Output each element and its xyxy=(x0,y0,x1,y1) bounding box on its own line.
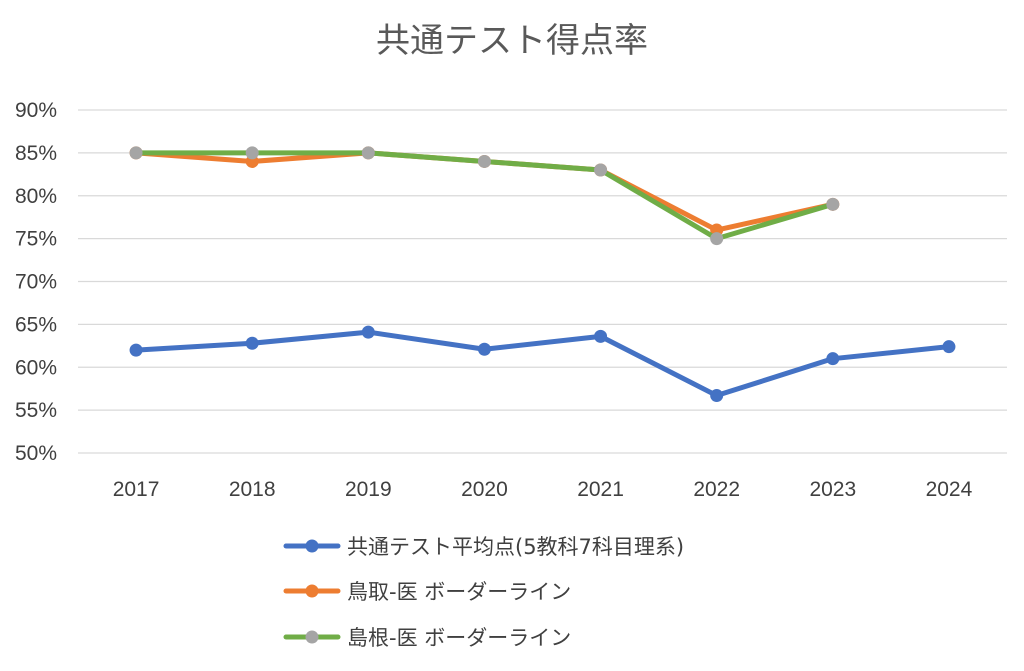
data-point xyxy=(826,352,840,366)
data-point xyxy=(245,336,259,350)
y-tick-label: 85% xyxy=(15,142,57,165)
series-line xyxy=(133,329,952,399)
data-point xyxy=(710,389,724,403)
x-tick-label: 2020 xyxy=(461,478,508,501)
data-point xyxy=(361,325,375,339)
data-point xyxy=(710,232,724,246)
legend-marker xyxy=(305,584,319,598)
legend-item: 島根-医 ボーダーライン xyxy=(283,626,571,650)
x-tick-label: 2019 xyxy=(345,478,392,501)
data-point xyxy=(477,154,491,168)
y-tick-label: 60% xyxy=(15,356,57,379)
legend-label: 鳥取-医 ボーダーライン xyxy=(347,580,571,604)
y-tick-label: 75% xyxy=(15,228,57,251)
legend-marker xyxy=(305,539,319,553)
legend-item: 鳥取-医 ボーダーライン xyxy=(283,580,571,604)
data-point xyxy=(826,197,840,211)
gridlines xyxy=(78,109,1007,454)
data-point xyxy=(594,163,608,177)
x-tick-label: 2022 xyxy=(693,478,740,501)
x-tick-label: 2021 xyxy=(577,478,624,501)
data-point xyxy=(245,146,259,160)
legend-label: 島根-医 ボーダーライン xyxy=(347,626,571,650)
legend-marker xyxy=(305,630,319,644)
data-point xyxy=(594,329,608,343)
y-tick-label: 65% xyxy=(15,313,57,336)
series-lines xyxy=(129,146,956,403)
data-point xyxy=(361,146,375,160)
x-tick-label: 2024 xyxy=(926,478,973,501)
y-tick-label: 55% xyxy=(15,399,57,422)
data-point xyxy=(942,340,956,354)
y-axis-ticks: 50% 55% 60% 65% 70% 75% 80% 85% 90% xyxy=(15,99,57,465)
x-tick-label: 2017 xyxy=(113,478,160,501)
legend-label: 共通テスト平均点(5教科7科目理系) xyxy=(347,535,684,559)
data-point xyxy=(477,342,491,356)
y-tick-label: 50% xyxy=(15,442,57,465)
y-tick-label: 80% xyxy=(15,185,57,208)
x-axis-ticks: 2017 2018 2019 2020 2021 2022 2023 2024 xyxy=(113,478,973,501)
y-tick-label: 90% xyxy=(15,99,57,122)
data-point xyxy=(129,343,143,357)
x-tick-label: 2018 xyxy=(229,478,276,501)
series-3 xyxy=(129,146,840,246)
y-tick-label: 70% xyxy=(15,271,57,294)
data-point xyxy=(129,146,143,160)
chart-title: 共通テスト得点率 xyxy=(376,21,648,61)
series-1 xyxy=(129,325,956,403)
x-tick-label: 2023 xyxy=(809,478,856,501)
legend-item: 共通テスト平均点(5教科7科目理系) xyxy=(283,535,684,559)
